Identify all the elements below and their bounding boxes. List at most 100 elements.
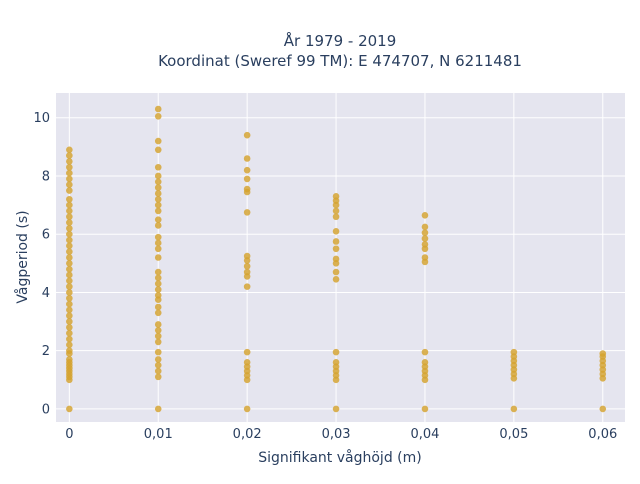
data-point [421,211,429,219]
data-points [66,105,607,413]
data-point [66,341,73,349]
data-point [154,233,162,241]
data-point [154,178,162,186]
data-point [332,268,340,276]
data-point [154,361,162,369]
data-point [154,280,162,288]
data-point [332,255,340,263]
x-tick-label: 0,01 [144,427,173,442]
data-point [599,350,607,357]
data-point [154,274,162,282]
chart-title-line-2: Koordinat (Sweref 99 TM): E 474707, N 62… [158,52,522,70]
data-point [332,207,340,215]
data-point [66,158,73,165]
data-point [66,271,73,279]
data-point [66,265,73,273]
data-point [332,193,340,200]
data-point [243,262,251,270]
data-point [510,405,518,413]
data-point [66,230,73,238]
data-point [243,405,251,413]
data-point [66,356,73,363]
data-point [66,163,73,171]
data-point [599,405,607,413]
data-point [332,276,340,283]
data-point [421,359,429,366]
y-tick-labels: 0 2 4 6 8 10 [33,111,50,417]
data-point [154,309,162,317]
data-point [66,195,73,203]
data-point [332,405,340,413]
data-point [421,235,429,242]
data-point [66,347,73,354]
data-point [154,367,162,375]
data-point [243,175,251,183]
data-point [66,207,73,215]
data-point [154,326,162,334]
data-point [66,219,73,226]
data-point [332,213,340,221]
data-point [421,254,429,261]
data-point [66,300,73,308]
x-tick-label: 0,05 [499,427,528,442]
data-point [66,324,73,331]
data-point [243,155,251,162]
data-point [154,163,162,171]
data-point [66,277,73,285]
data-point [66,318,73,325]
data-point [66,294,73,302]
data-point [66,146,73,154]
data-point [332,359,340,366]
data-point [154,190,162,197]
y-axis-label: Vågperiod (s) [14,210,31,303]
data-point [66,225,73,232]
data-point [154,373,162,381]
data-point [66,283,73,290]
data-point [421,405,429,413]
data-point [243,359,251,366]
chart-title-line-1: År 1979 - 2019 [284,31,397,50]
data-point [154,332,162,340]
plot-area [56,93,625,422]
data-point [154,338,162,346]
data-point [243,348,251,356]
data-point [66,213,73,221]
y-tick-label: 2 [42,344,50,359]
data-point [332,348,340,356]
data-point [154,239,162,247]
data-point [332,227,340,235]
data-point [154,201,162,209]
data-point [154,216,162,223]
x-tick-label: 0,06 [588,427,617,442]
data-point [66,169,73,177]
data-point [66,248,73,255]
data-point [154,348,162,356]
data-point [154,292,162,299]
data-point [154,268,162,276]
data-point [243,131,251,139]
data-point [154,222,162,229]
data-point [154,321,162,328]
data-point [332,238,340,245]
data-point [66,335,73,343]
x-tick-label: 0,04 [410,427,439,442]
data-point [66,175,73,183]
data-point [66,329,73,337]
y-tick-label: 6 [42,228,50,243]
data-point [66,242,73,250]
data-point [421,229,429,237]
data-point [154,356,162,363]
data-point [154,112,162,120]
data-point [332,245,340,253]
data-point [421,348,429,356]
data-point [154,105,162,113]
data-point [421,223,429,231]
data-point [154,245,162,253]
data-point [243,252,251,260]
data-point [66,187,73,194]
data-point [154,184,162,191]
data-point [154,207,162,215]
data-point [66,312,73,320]
data-point [421,241,429,248]
